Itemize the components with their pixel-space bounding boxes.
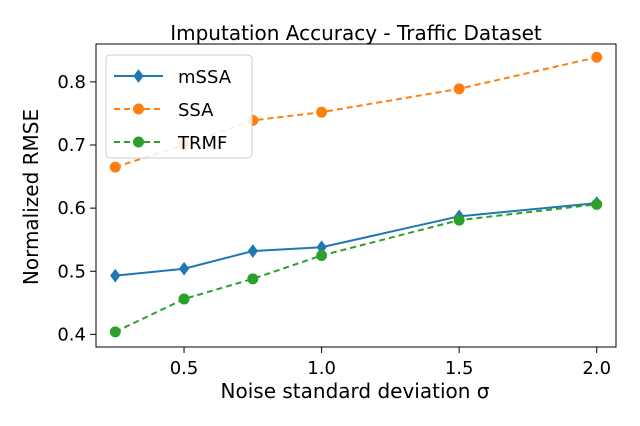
- data-point-ssa: [591, 51, 603, 63]
- data-point-mssa: [247, 244, 258, 258]
- data-point-mssa: [110, 268, 121, 283]
- data-point-ssa: [453, 83, 465, 95]
- y-tick-label: 0.7: [57, 135, 86, 156]
- data-point-trmf: [453, 214, 465, 226]
- legend: mSSA SSA TRMF: [105, 54, 253, 159]
- y-tick-label: 0.8: [57, 72, 86, 93]
- legend-marker-mssa: [133, 69, 144, 83]
- legend-box: [105, 54, 253, 159]
- data-point-trmf: [178, 293, 190, 305]
- data-point-ssa: [109, 161, 121, 173]
- x-tick-label: 1.0: [307, 358, 336, 379]
- x-axis-label: Noise standard deviation σ: [221, 379, 490, 403]
- x-tick-label: 1.5: [445, 358, 474, 379]
- x-tick-label: 2.0: [582, 358, 611, 379]
- x-tick-label: 0.5: [170, 358, 199, 379]
- data-point-trmf: [109, 326, 121, 338]
- legend-label-ssa: SSA: [178, 100, 214, 121]
- data-point-mssa: [178, 261, 190, 276]
- data-point-ssa: [316, 106, 328, 118]
- legend-marker-trmf: [133, 136, 144, 148]
- y-tick-label: 0.5: [57, 261, 86, 282]
- y-tick-label: 0.6: [57, 198, 86, 219]
- y-axis-label: Normalized RMSE: [19, 109, 43, 285]
- series-line-trmf: [114, 203, 597, 333]
- legend-label-mssa: mSSA: [178, 67, 232, 88]
- data-point-trmf: [247, 273, 259, 285]
- legend-marker-ssa: [133, 103, 144, 115]
- legend-label-trmf: TRMF: [177, 133, 227, 154]
- y-tick-label: 0.4: [57, 324, 86, 345]
- data-point-trmf: [316, 249, 328, 261]
- data-point-trmf: [591, 198, 603, 210]
- plot-frame: [95, 43, 617, 348]
- chart-title: Imputation Accuracy - Traffic Dataset: [170, 21, 542, 45]
- series-line-mssa: [115, 202, 597, 277]
